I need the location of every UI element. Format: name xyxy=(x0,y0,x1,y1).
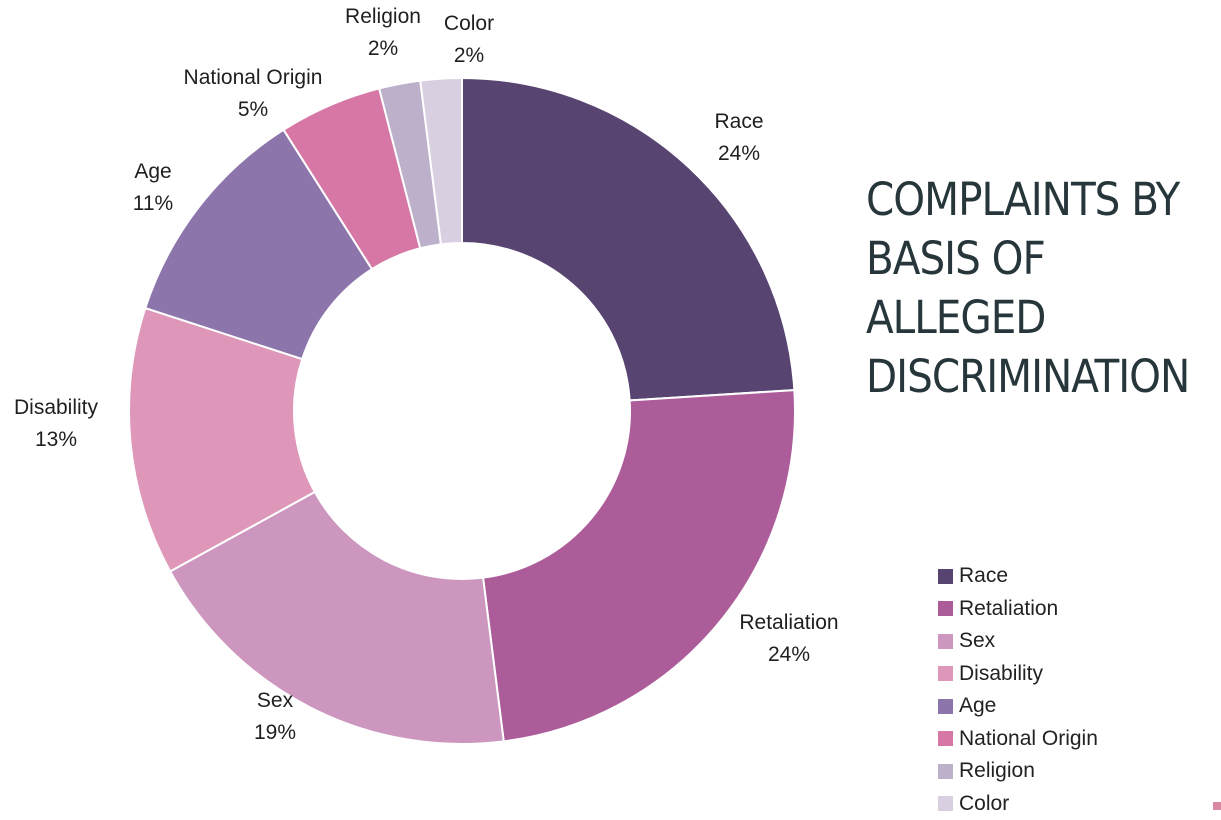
legend-label-disability: Disability xyxy=(959,658,1043,691)
slice-value-national-origin: 5% xyxy=(238,98,268,121)
legend-label-retaliation: Retaliation xyxy=(959,593,1058,626)
slice-retaliation xyxy=(483,390,795,741)
legend-label-religion: Religion xyxy=(959,755,1035,788)
legend-item-disability: Disability xyxy=(938,658,1098,691)
legend-swatch-religion xyxy=(938,764,953,779)
legend-label-age: Age xyxy=(959,690,996,723)
legend-item-religion: Religion xyxy=(938,755,1098,788)
legend-swatch-sex xyxy=(938,634,953,649)
corner-mark xyxy=(1213,802,1221,810)
legend-label-race: Race xyxy=(959,560,1008,593)
legend-item-national-origin: National Origin xyxy=(938,723,1098,756)
legend-item-age: Age xyxy=(938,690,1098,723)
slice-label-retaliation: Retaliation xyxy=(739,611,838,634)
slice-label-religion: Religion xyxy=(345,5,421,28)
legend-item-race: Race xyxy=(938,560,1098,593)
slice-label-race: Race xyxy=(714,110,763,133)
slice-label-disability: Disability xyxy=(14,396,99,419)
legend-swatch-age xyxy=(938,699,953,714)
legend-item-retaliation: Retaliation xyxy=(938,593,1098,626)
slice-value-disability: 13% xyxy=(35,428,77,451)
legend-item-color: Color xyxy=(938,788,1098,820)
slice-label-age: Age xyxy=(134,160,171,183)
slice-value-color: 2% xyxy=(454,44,484,67)
donut-slices xyxy=(129,78,795,744)
legend-swatch-race xyxy=(938,569,953,584)
legend-label-sex: Sex xyxy=(959,625,995,658)
legend-swatch-disability xyxy=(938,666,953,681)
chart-title: COMPLAINTS BY BASIS OF ALLEGED DISCRIMIN… xyxy=(866,170,1206,406)
slice-value-age: 11% xyxy=(133,192,173,215)
legend-label-color: Color xyxy=(959,788,1009,820)
legend-item-sex: Sex xyxy=(938,625,1098,658)
legend-swatch-national-origin xyxy=(938,731,953,746)
slice-value-religion: 2% xyxy=(368,37,398,60)
slice-label-color: Color xyxy=(444,12,494,35)
slice-value-sex: 19% xyxy=(254,721,296,744)
slice-label-national-origin: National Origin xyxy=(184,66,323,89)
slice-value-race: 24% xyxy=(718,142,760,165)
legend-label-national-origin: National Origin xyxy=(959,723,1098,756)
legend-swatch-retaliation xyxy=(938,601,953,616)
legend-swatch-color xyxy=(938,796,953,811)
slice-label-sex: Sex xyxy=(257,689,294,712)
slice-value-retaliation: 24% xyxy=(768,643,810,666)
